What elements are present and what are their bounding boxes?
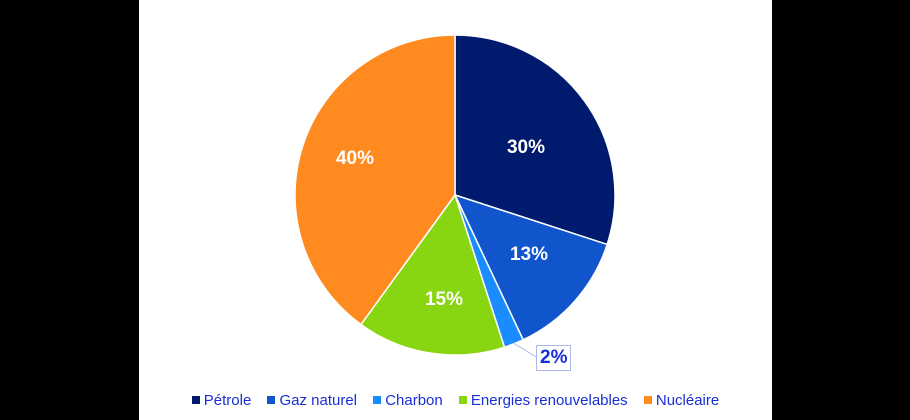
slice-label-renouvelables: 15%	[424, 289, 464, 310]
legend-item-nucleaire: Nucléaire	[643, 392, 719, 409]
callout-leader-line	[512, 342, 537, 358]
slice-label-charbon-callout: 2%	[536, 345, 572, 371]
pie-chart	[294, 34, 616, 358]
slice-label-petrole: 30%	[506, 137, 546, 158]
pie-slice-petrole	[454, 34, 616, 246]
legend-item-renouvelables: Energies renouvelables	[458, 392, 628, 409]
chart-legend: Pétrole Gaz naturel Charbon Energies ren…	[139, 392, 772, 409]
chart-panel: 30% 13% 15% 40% 2% Pétrole Gaz naturel C…	[139, 0, 772, 420]
legend-swatch	[643, 396, 652, 404]
pie-slice-gaz-naturel	[453, 193, 609, 341]
legend-item-charbon: Charbon	[373, 392, 443, 409]
legend-item-gaz-naturel: Gaz naturel	[267, 392, 357, 409]
pie-slice-renouvelables	[359, 193, 506, 356]
legend-item-petrole: Pétrole	[191, 392, 251, 409]
slice-label-gaz-naturel: 13%	[509, 244, 549, 265]
legend-swatch	[373, 396, 382, 404]
slice-label-nucleaire: 40%	[335, 148, 375, 169]
pie-slice-nucleaire	[294, 34, 456, 326]
legend-swatch	[191, 396, 200, 404]
legend-swatch	[267, 396, 276, 404]
legend-swatch	[458, 396, 467, 404]
